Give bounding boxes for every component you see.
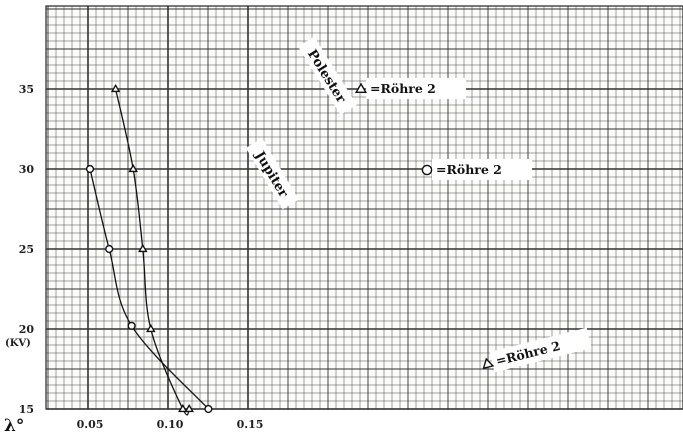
y-axis-unit: (KV) bbox=[5, 338, 31, 349]
y-tick-label: 15 bbox=[19, 403, 34, 416]
annotation-background bbox=[432, 159, 532, 180]
y-tick-label: 30 bbox=[19, 163, 35, 176]
annotation-background bbox=[366, 78, 466, 99]
series-label-background bbox=[298, 36, 357, 115]
y-tick-label: 20 bbox=[19, 323, 35, 336]
data-point-polester bbox=[138, 243, 148, 253]
data-point-polester bbox=[178, 403, 188, 413]
x-axis-symbol: λ° bbox=[4, 416, 24, 434]
data-point-polester bbox=[110, 83, 121, 93]
annotation-marker bbox=[421, 164, 433, 176]
y-axis: 15 20 25 30 35 bbox=[19, 83, 35, 416]
x-tick-label: 0.05 bbox=[77, 418, 104, 431]
annotation-marker bbox=[354, 82, 368, 94]
annotations: =Röhre 2=Röhre 2=Röhre 2 bbox=[354, 78, 592, 373]
annotation-label: =Röhre 2 bbox=[436, 162, 502, 177]
annotation-marker bbox=[482, 357, 495, 370]
y-tick-label: 35 bbox=[19, 83, 34, 96]
data-point-jupiter bbox=[105, 244, 114, 254]
data-point-jupiter bbox=[204, 404, 213, 414]
annotation-group: =Röhre 2 bbox=[421, 159, 532, 180]
data-point-polester bbox=[146, 323, 156, 333]
annotation-label: =Röhre 2 bbox=[370, 81, 436, 96]
series-markers bbox=[85, 83, 213, 414]
series-label-background bbox=[245, 138, 300, 210]
x-tick-label: 0.15 bbox=[237, 418, 264, 431]
annotation-group: =Röhre 2 bbox=[354, 78, 466, 99]
data-point-polester bbox=[128, 163, 138, 173]
series-line-jupiter bbox=[89, 168, 209, 410]
data-point-jupiter bbox=[127, 321, 136, 330]
data-point-jupiter bbox=[85, 164, 95, 174]
chart-grid bbox=[45, 5, 683, 410]
annotation-background bbox=[489, 327, 592, 373]
y-tick-label: 25 bbox=[19, 243, 34, 256]
data-point-polester bbox=[184, 403, 194, 413]
x-tick-label: 0.10 bbox=[157, 418, 184, 431]
x-axis: 0.05 0.10 0.15 bbox=[77, 418, 264, 431]
